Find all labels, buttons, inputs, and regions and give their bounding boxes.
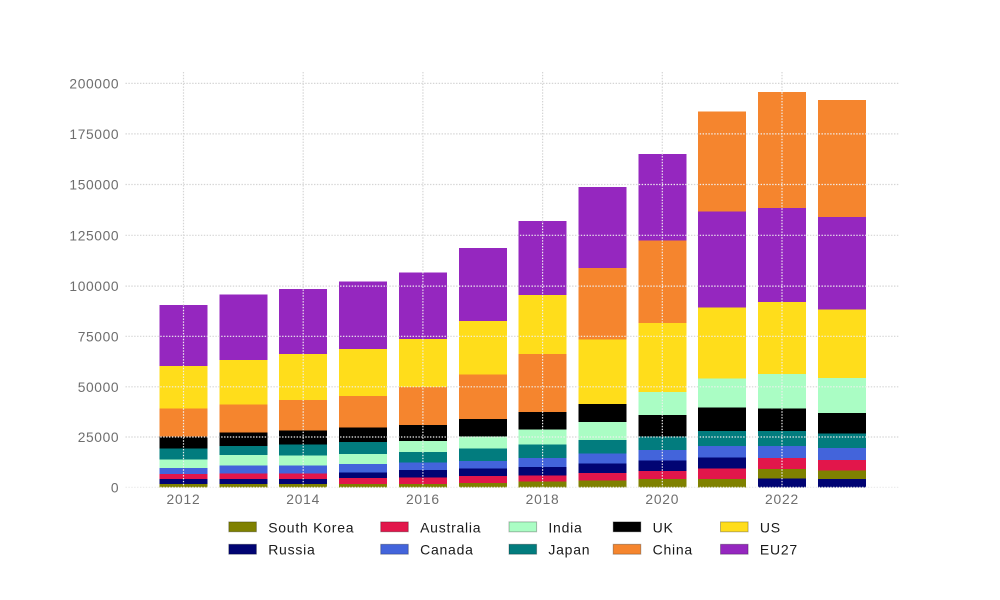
svg-text:175000: 175000 bbox=[69, 127, 119, 142]
svg-text:200000: 200000 bbox=[69, 76, 119, 91]
svg-text:India: India bbox=[548, 519, 582, 535]
svg-text:125000: 125000 bbox=[69, 228, 119, 243]
svg-text:Japan: Japan bbox=[548, 542, 590, 558]
svg-text:2014: 2014 bbox=[286, 492, 320, 507]
svg-text:2018: 2018 bbox=[526, 492, 560, 507]
svg-text:China: China bbox=[653, 542, 693, 558]
svg-text:150000: 150000 bbox=[69, 177, 119, 192]
svg-text:2012: 2012 bbox=[167, 492, 201, 507]
svg-text:Canada: Canada bbox=[420, 542, 474, 558]
svg-text:2016: 2016 bbox=[406, 492, 440, 507]
svg-text:2020: 2020 bbox=[645, 492, 679, 507]
svg-text:0: 0 bbox=[111, 480, 119, 495]
svg-text:Australia: Australia bbox=[420, 519, 481, 535]
svg-text:South Korea: South Korea bbox=[268, 519, 354, 535]
svg-text:2022: 2022 bbox=[765, 492, 799, 507]
svg-text:Russia: Russia bbox=[268, 542, 315, 558]
svg-text:50000: 50000 bbox=[78, 380, 119, 395]
svg-text:75000: 75000 bbox=[78, 329, 119, 344]
svg-text:EU27: EU27 bbox=[760, 542, 798, 558]
svg-text:UK: UK bbox=[653, 519, 674, 535]
svg-text:100000: 100000 bbox=[69, 279, 119, 294]
svg-text:25000: 25000 bbox=[78, 430, 119, 445]
svg-text:US: US bbox=[760, 519, 781, 535]
